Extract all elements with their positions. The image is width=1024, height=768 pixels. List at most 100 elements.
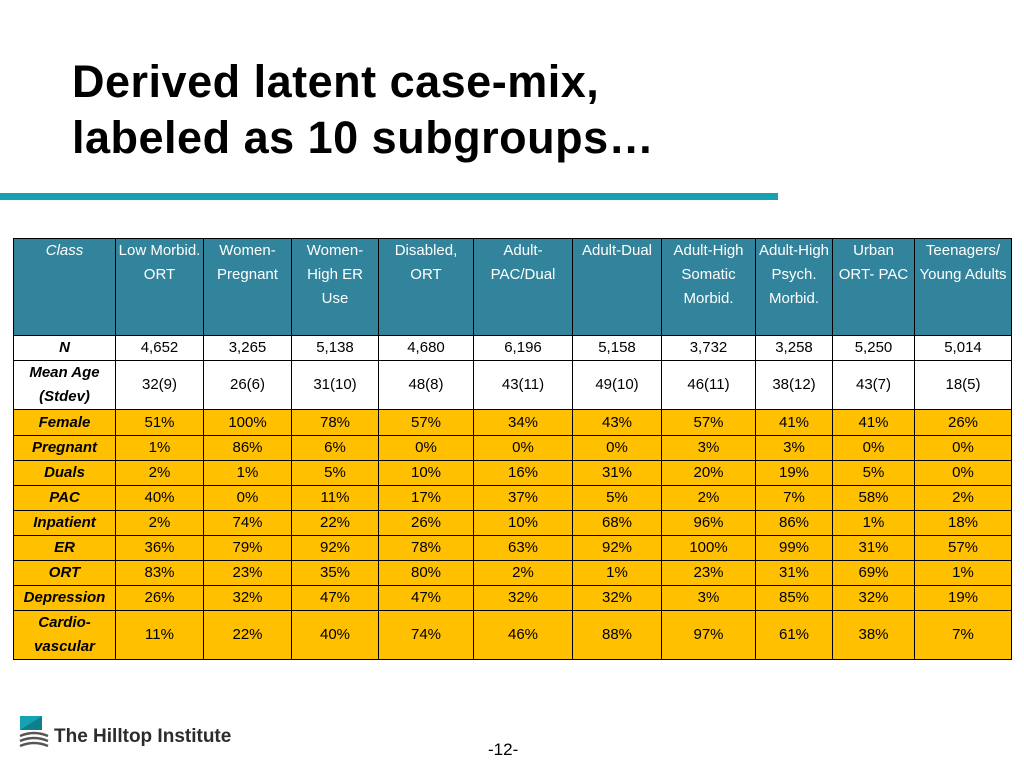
table-cell: 16%	[473, 460, 573, 486]
row-label: ER	[13, 535, 116, 561]
table-cell: 20%	[661, 460, 756, 486]
title-underline-rule	[0, 193, 778, 200]
table-cell: 58%	[832, 485, 915, 511]
table-cell: 32(9)	[115, 360, 204, 410]
column-header-class: Class	[13, 238, 116, 336]
table-cell: 6,196	[473, 335, 573, 361]
table-cell: 74%	[378, 610, 474, 660]
table-cell: 43(7)	[832, 360, 915, 410]
table-cell: 5%	[291, 460, 379, 486]
table-cell: 10%	[473, 510, 573, 536]
table-cell: 31(10)	[291, 360, 379, 410]
table-cell: 100%	[661, 535, 756, 561]
table-cell: 51%	[115, 409, 204, 436]
table-cell: 17%	[378, 485, 474, 511]
table-cell: 49(10)	[572, 360, 662, 410]
table-cell: 38%	[832, 610, 915, 660]
table-cell: 0%	[914, 435, 1012, 461]
slide-title-line-2: labeled as 10 subgroups…	[72, 112, 655, 163]
table-cell: 1%	[914, 560, 1012, 586]
row-label: Inpatient	[13, 510, 116, 536]
table-cell: 19%	[914, 585, 1012, 611]
table-cell: 2%	[661, 485, 756, 511]
table-cell: 63%	[473, 535, 573, 561]
row-label: Depression	[13, 585, 116, 611]
column-header: Urban ORT- PAC	[832, 238, 915, 336]
row-label: Pregnant	[13, 435, 116, 461]
table-cell: 4,652	[115, 335, 204, 361]
table-cell: 5,158	[572, 335, 662, 361]
table-cell: 0%	[473, 435, 573, 461]
table-cell: 92%	[291, 535, 379, 561]
table-cell: 5,014	[914, 335, 1012, 361]
row-label: Cardio-vascular	[13, 610, 116, 660]
table-cell: 7%	[755, 485, 833, 511]
table-cell: 3%	[755, 435, 833, 461]
table-header-row: Class Low Morbid. ORT Women-Pregnant Wom…	[13, 238, 1012, 336]
table-cell: 99%	[755, 535, 833, 561]
table-cell: 3%	[661, 585, 756, 611]
table-row: ER 36% 79% 92% 78% 63% 92% 100% 99% 31% 57%	[13, 535, 1012, 561]
table-cell: 1%	[572, 560, 662, 586]
table-cell: 26%	[914, 409, 1012, 436]
table-cell: 3,258	[755, 335, 833, 361]
table-cell: 34%	[473, 409, 573, 436]
column-header: Women-High ER Use	[291, 238, 379, 336]
table-cell: 0%	[914, 460, 1012, 486]
table-cell: 41%	[832, 409, 915, 436]
table-cell: 47%	[378, 585, 474, 611]
table-cell: 86%	[755, 510, 833, 536]
table-cell: 11%	[115, 610, 204, 660]
table-cell: 1%	[115, 435, 204, 461]
column-header: Adult-High Somatic Morbid.	[661, 238, 756, 336]
slide-title-line-1: Derived latent case-mix,	[72, 56, 600, 107]
table-cell: 0%	[572, 435, 662, 461]
table-cell: 0%	[203, 485, 292, 511]
table-cell: 32%	[203, 585, 292, 611]
table-cell: 26%	[378, 510, 474, 536]
table-cell: 19%	[755, 460, 833, 486]
table-cell: 18(5)	[914, 360, 1012, 410]
table-cell: 35%	[291, 560, 379, 586]
row-label: Female	[13, 409, 116, 436]
table-cell: 2%	[115, 510, 204, 536]
table-cell: 78%	[378, 535, 474, 561]
table-cell: 1%	[203, 460, 292, 486]
table-cell: 3,265	[203, 335, 292, 361]
table-cell: 2%	[473, 560, 573, 586]
column-header: Women-Pregnant	[203, 238, 292, 336]
table-row: Pregnant 1% 86% 6% 0% 0% 0% 3% 3% 0% 0%	[13, 435, 1012, 461]
slide-title: Derived latent case-mix, labeled as 10 s…	[72, 54, 654, 166]
table-cell: 4,680	[378, 335, 474, 361]
column-header: Low Morbid. ORT	[115, 238, 204, 336]
table-row: ORT 83% 23% 35% 80% 2% 1% 23% 31% 69% 1%	[13, 560, 1012, 586]
table-cell: 37%	[473, 485, 573, 511]
table-cell: 46(11)	[661, 360, 756, 410]
table-cell: 48(8)	[378, 360, 474, 410]
table-cell: 88%	[572, 610, 662, 660]
table-cell: 0%	[832, 435, 915, 461]
table-row: Inpatient 2% 74% 22% 26% 10% 68% 96% 86% 1% 18%	[13, 510, 1012, 536]
column-header: Adult-Dual	[572, 238, 662, 336]
table-cell: 5%	[572, 485, 662, 511]
table-row: N 4,652 3,265 5,138 4,680 6,196 5,158 3,732 3,25…	[13, 335, 1012, 361]
row-label: ORT	[13, 560, 116, 586]
table-cell: 22%	[291, 510, 379, 536]
table-cell: 83%	[115, 560, 204, 586]
table-cell: 5%	[832, 460, 915, 486]
table-cell: 0%	[378, 435, 474, 461]
table-cell: 79%	[203, 535, 292, 561]
row-label: N	[13, 335, 116, 361]
table-cell: 57%	[661, 409, 756, 436]
table-cell: 32%	[832, 585, 915, 611]
case-mix-table: Class Low Morbid. ORT Women-Pregnant Wom…	[13, 238, 1012, 660]
table-cell: 2%	[914, 485, 1012, 511]
row-label: PAC	[13, 485, 116, 511]
table-cell: 1%	[832, 510, 915, 536]
table-cell: 40%	[115, 485, 204, 511]
table-row: Female 51% 100% 78% 57% 34% 43% 57% 41% 41% 26%	[13, 409, 1012, 436]
table-row: Duals 2% 1% 5% 10% 16% 31% 20% 19% 5% 0%	[13, 460, 1012, 486]
table-cell: 69%	[832, 560, 915, 586]
table-cell: 36%	[115, 535, 204, 561]
row-label: Duals	[13, 460, 116, 486]
